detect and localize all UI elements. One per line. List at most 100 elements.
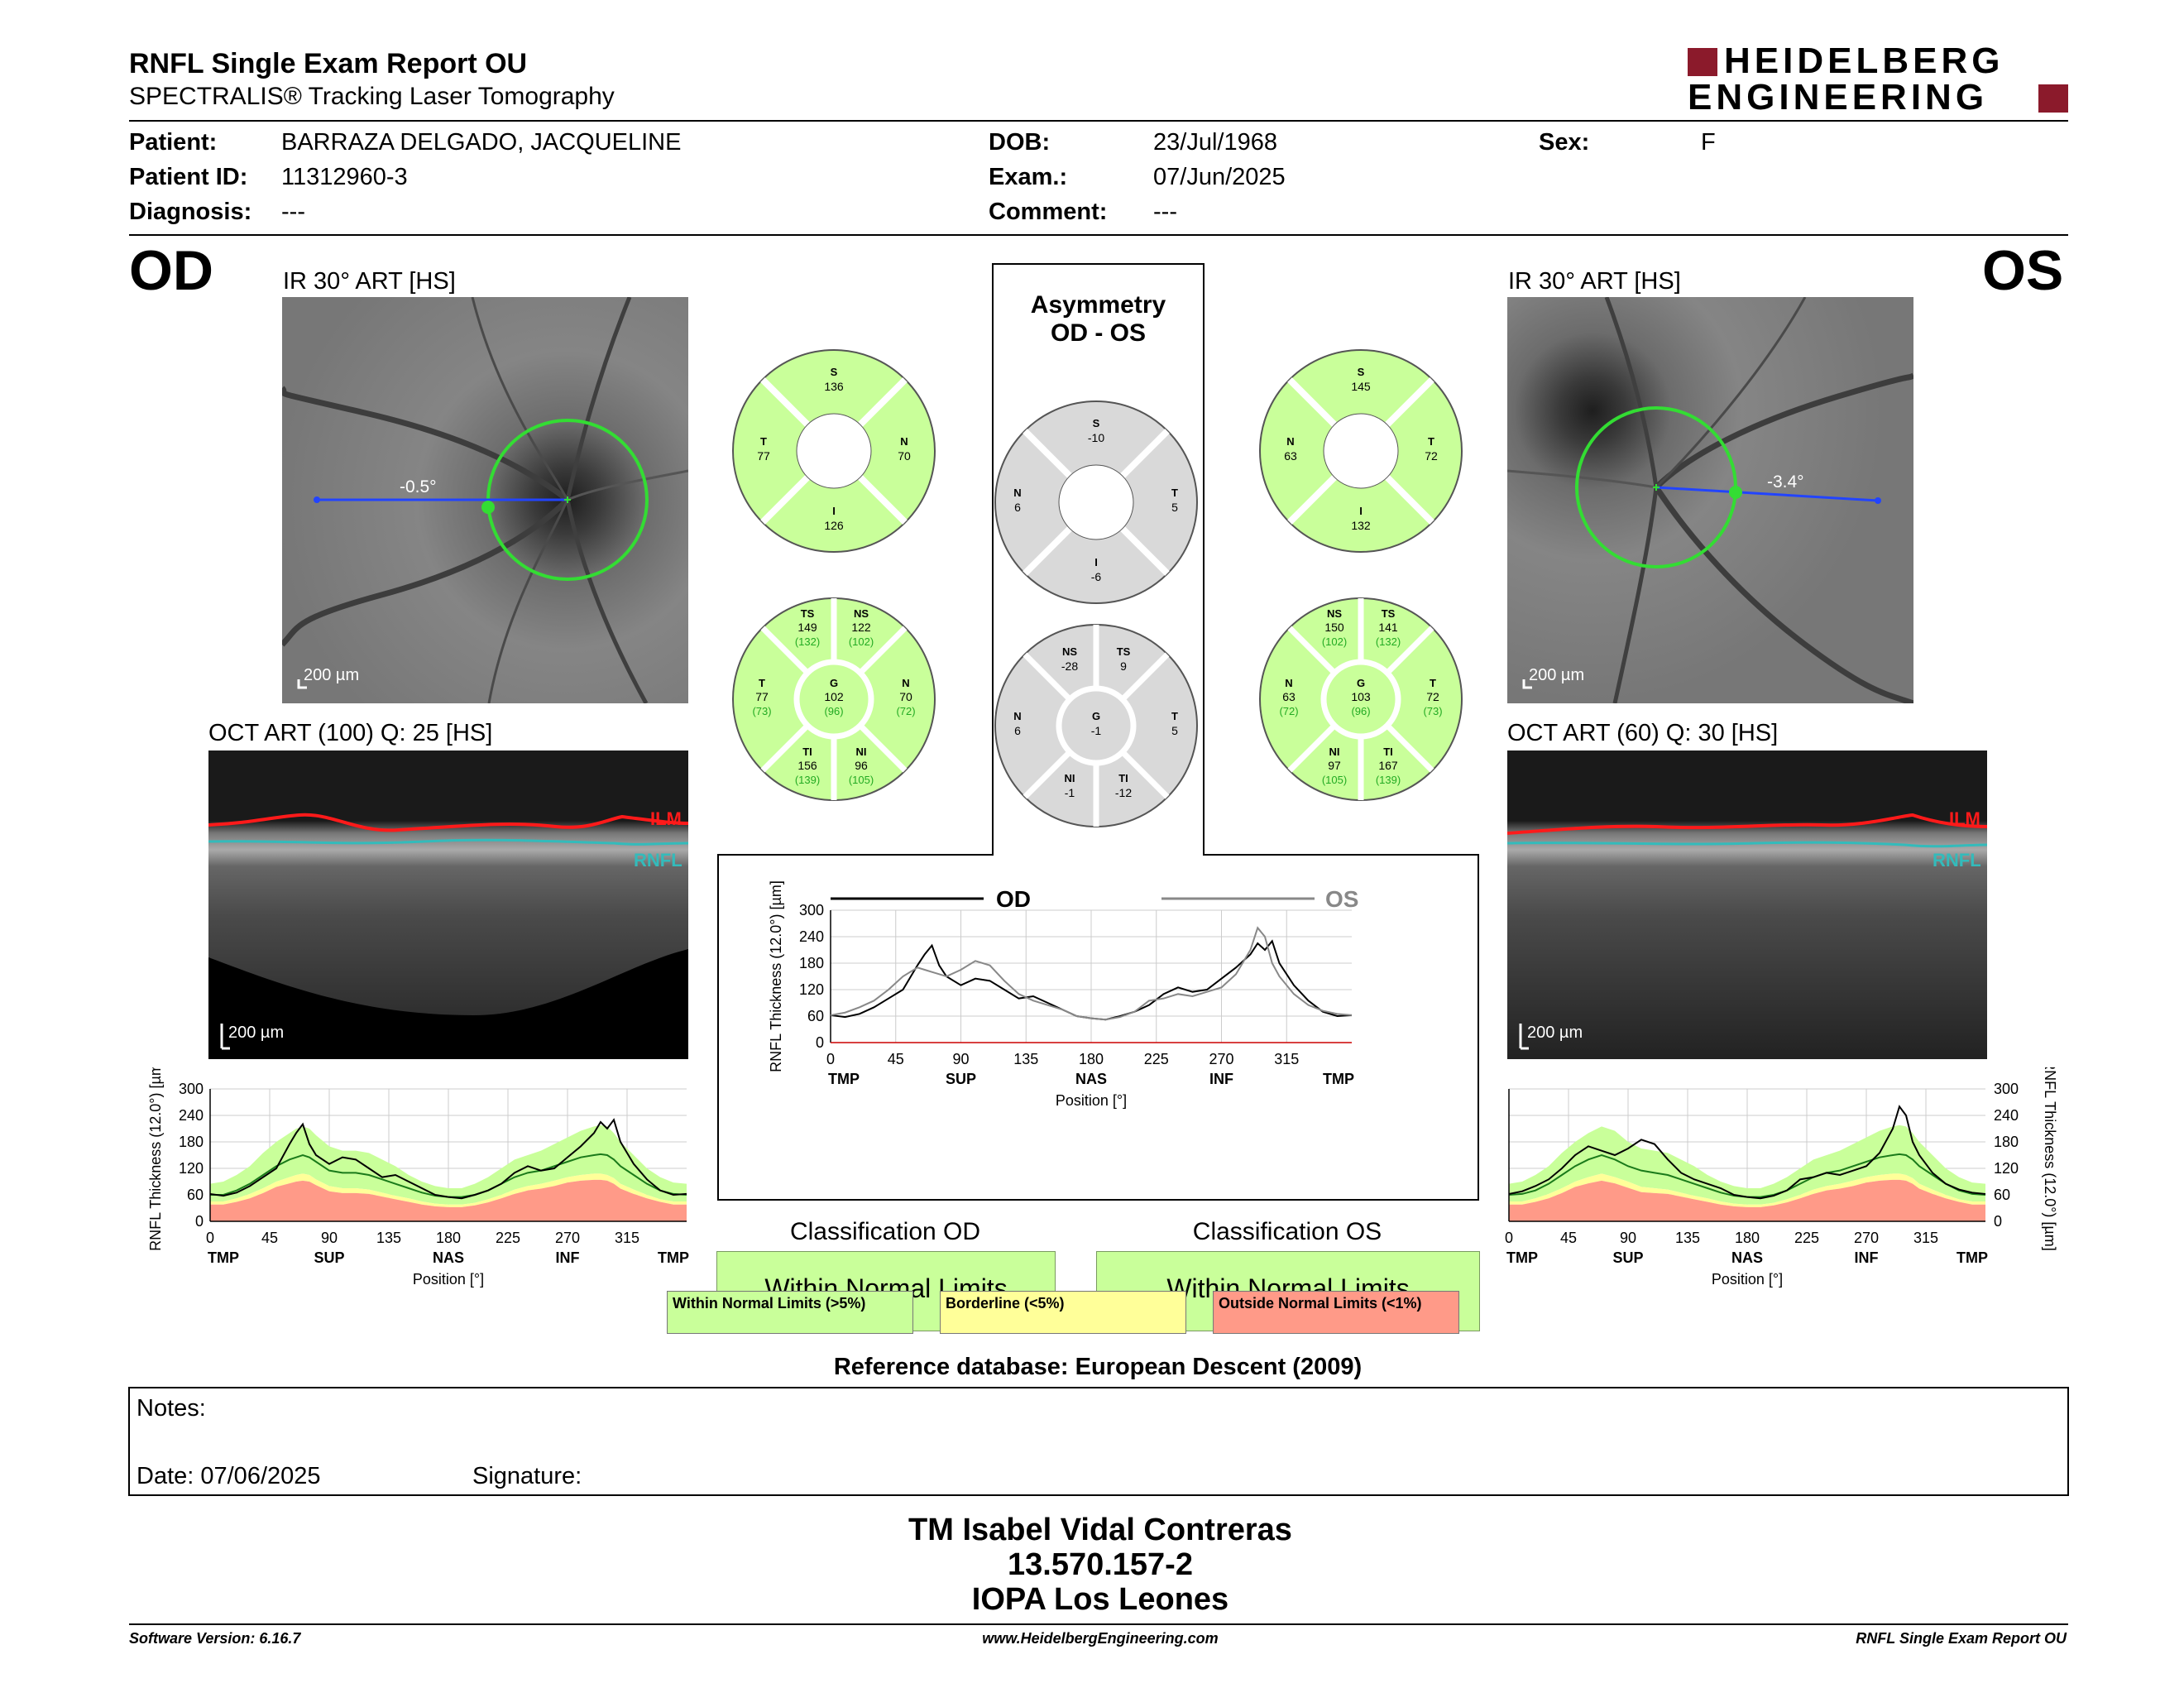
- website-link[interactable]: www.HeidelbergEngineering.com: [982, 1630, 1219, 1647]
- region-label-nas: NAS: [433, 1249, 464, 1266]
- dob-value: 23/Jul/1968: [1153, 129, 1277, 156]
- od-t6-label: T: [759, 677, 765, 689]
- x-tick-label: 180: [1079, 1051, 1104, 1067]
- x-tick-label: 0: [1505, 1230, 1513, 1246]
- patient-id-label: Patient ID:: [129, 164, 248, 190]
- notes-label: Notes:: [136, 1395, 206, 1422]
- normal-mean-line: [1508, 1153, 1986, 1198]
- logo-line1: HEIDELBERG: [1724, 41, 2004, 81]
- od-t-label: T: [760, 435, 767, 448]
- asym-i-label: I: [1094, 556, 1098, 568]
- series-line-0: [209, 1118, 687, 1200]
- x-tick-label: 90: [952, 1051, 969, 1067]
- x-tick-label: 270: [1854, 1230, 1879, 1246]
- od-ni-label: NI: [856, 746, 867, 758]
- asym-n6-value: 6: [1014, 724, 1021, 737]
- asym-ni-value: -1: [1065, 786, 1075, 799]
- os-angle-readout: -3.4°: [1767, 472, 1804, 492]
- normal-band: [1509, 1125, 1985, 1205]
- od-ir-scale: 200 µm: [304, 666, 360, 684]
- od-s-value: 136: [824, 380, 844, 393]
- os-oct-label: OCT ART (60) Q: 30 [HS]: [1507, 720, 1779, 746]
- od-ni-ref: (105): [849, 774, 874, 786]
- os-ns-label: NS: [1327, 607, 1342, 620]
- os-t6-ref: (73): [1423, 705, 1442, 717]
- os-n-value: 63: [1284, 449, 1297, 463]
- x-tick-label: 225: [496, 1230, 520, 1246]
- notes-box: Notes: Date: 07/06/2025 Signature:: [128, 1387, 2069, 1496]
- notes-date: Date: 07/06/2025: [136, 1463, 321, 1489]
- series-line-os: [830, 926, 1353, 1021]
- legend-within-normal: Within Normal Limits (>5%): [667, 1291, 913, 1334]
- od-ts-value: 149: [797, 621, 817, 634]
- os-ts-label: TS: [1382, 607, 1396, 620]
- asymmetry-title-line2: OD - OS: [1050, 319, 1146, 347]
- os-n6-ref: (72): [1279, 705, 1298, 717]
- od-n-value: 70: [898, 449, 911, 463]
- signature-block: TM Isabel Vidal Contreras 13.570.157-2 I…: [844, 1513, 1357, 1617]
- os-eye-label: OS: [1982, 239, 2064, 302]
- software-version: Software Version: 6.16.7: [129, 1630, 301, 1647]
- x-tick-label: 90: [321, 1230, 338, 1246]
- asym-ti-label: TI: [1118, 772, 1128, 784]
- os-ns-ref: (102): [1322, 635, 1347, 648]
- os-oct-bscan: ILM RNFL 200 µm: [1507, 750, 1987, 1059]
- heidelberg-logo: HEIDELBERG ENGINEERING: [1688, 41, 2068, 117]
- signature-label: Signature:: [472, 1463, 582, 1489]
- os-t6-value: 72: [1426, 690, 1439, 703]
- y-axis-label: RNFL Thickness (12.0°) [µm]: [768, 880, 784, 1072]
- od-ns-ref: (102): [849, 635, 874, 648]
- x-tick-label: 270: [555, 1230, 580, 1246]
- x-tick-label: 225: [1144, 1051, 1169, 1067]
- x-tick-label: 0: [206, 1230, 214, 1246]
- os-i-label: I: [1359, 505, 1363, 517]
- asym-g-label: G: [1092, 710, 1100, 722]
- asym-i-value: -6: [1091, 570, 1102, 583]
- y-tick-label: 60: [187, 1187, 204, 1203]
- y-tick-label: 60: [1994, 1187, 2010, 1203]
- os-rnfl-thickness-chart: 0 60 120 180 240 300 0 45 90 135 180 225 270 315 TMP SU…: [1505, 1067, 2058, 1288]
- y-tick-label: 300: [179, 1081, 204, 1097]
- borderline-band: [210, 1173, 687, 1207]
- od-ti-ref: (139): [795, 774, 820, 786]
- os-ti-ref: (139): [1376, 774, 1401, 786]
- region-label-inf: INF: [556, 1249, 580, 1266]
- region-label-tmp: TMP: [658, 1249, 689, 1266]
- asym-ts-label: TS: [1117, 645, 1131, 658]
- asymmetry-quadrant-diagram: S -10 N 6 T 5 I -6: [994, 400, 1198, 604]
- od-ti-value: 156: [797, 759, 817, 772]
- borderline-band: [1509, 1173, 1985, 1207]
- os-n6-label: N: [1285, 677, 1292, 689]
- y-tick-label: 0: [195, 1213, 204, 1230]
- classification-od-label: Classification OD: [789, 1218, 981, 1245]
- os-s-label: S: [1358, 366, 1365, 378]
- od-t-value: 77: [757, 449, 770, 463]
- legend-os-label: OS: [1325, 886, 1358, 912]
- os-ni-label: NI: [1329, 746, 1340, 758]
- os-g-label: G: [1357, 677, 1365, 689]
- y-tick-label: 0: [1994, 1213, 2002, 1230]
- asymmetry-title-line1: Asymmetry: [1030, 291, 1166, 319]
- reference-database: Reference database: European Descent (20…: [833, 1354, 1363, 1380]
- asym-s-label: S: [1093, 417, 1100, 429]
- os-t-value: 72: [1425, 449, 1438, 463]
- region-label-inf: INF: [1209, 1071, 1233, 1087]
- asym-ti-value: -12: [1115, 786, 1132, 799]
- od-sector-diagram: TS 149 (132) NS 122 (102) T 77 (73) G 10…: [732, 597, 936, 801]
- asym-t-label: T: [1171, 487, 1178, 499]
- od-ns-label: NS: [854, 607, 869, 620]
- region-label-tmp: TMP: [1956, 1249, 1988, 1266]
- region-label-nas: NAS: [1731, 1249, 1763, 1266]
- exam-value: 07/Jun/2025: [1153, 164, 1286, 190]
- os-rnfl-label: RNFL: [1933, 850, 1981, 870]
- os-fundus-image: -3.4° 200 µm: [1507, 297, 1913, 703]
- signer-name: TM Isabel Vidal Contreras: [908, 1513, 1292, 1547]
- asym-t6-value: 5: [1171, 724, 1178, 737]
- asym-n-label: N: [1013, 487, 1021, 499]
- os-ts-value: 141: [1378, 621, 1398, 634]
- od-angle-readout: -0.5°: [400, 477, 437, 496]
- diagnosis-value: ---: [281, 199, 305, 225]
- asym-ns-value: -28: [1061, 659, 1078, 673]
- y-tick-label: 180: [179, 1134, 204, 1150]
- legend-borderline: Borderline (<5%): [940, 1291, 1186, 1334]
